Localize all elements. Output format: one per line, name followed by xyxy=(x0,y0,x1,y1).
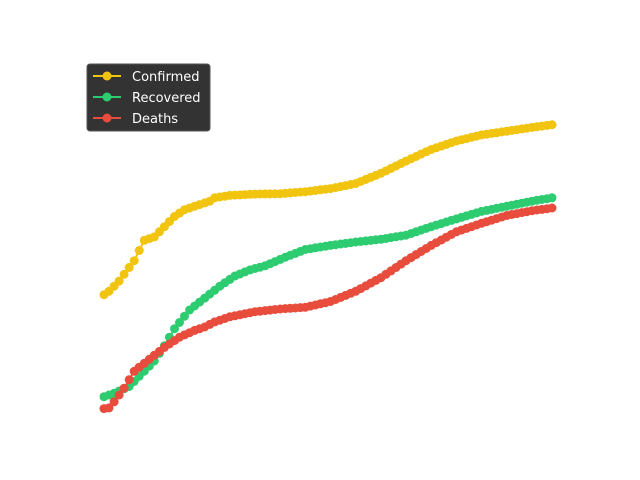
series-recovered xyxy=(99,193,557,402)
data-point-confirmed xyxy=(124,263,134,272)
data-point-confirmed xyxy=(129,256,139,266)
legend-item-deaths: Deaths xyxy=(93,112,178,127)
legend-marker-deaths xyxy=(102,113,112,123)
data-point-deaths xyxy=(124,375,134,385)
series-line-recovered xyxy=(103,196,553,398)
series-layer xyxy=(99,120,557,414)
legend-item-recovered: Recovered xyxy=(93,91,201,106)
data-point-recovered xyxy=(170,324,179,334)
legend-label-recovered: Recovered xyxy=(132,91,201,106)
data-point-recovered xyxy=(547,193,557,203)
data-point-deaths xyxy=(119,383,129,393)
legend-item-confirmed: Confirmed xyxy=(93,70,200,85)
data-point-confirmed xyxy=(119,269,129,279)
data-point-deaths xyxy=(104,403,114,413)
series-line-deaths xyxy=(103,207,553,410)
data-point-recovered xyxy=(180,311,189,321)
data-point-confirmed xyxy=(114,276,124,286)
legend-marker-recovered xyxy=(102,92,112,102)
chart-legend: Confirmed Recovered Deaths xyxy=(86,63,211,132)
series-confirmed xyxy=(99,120,557,300)
legend-label-confirmed: Confirmed xyxy=(132,70,200,85)
legend-marker-confirmed xyxy=(102,71,112,81)
legend-label-deaths: Deaths xyxy=(132,112,178,127)
data-point-confirmed xyxy=(134,246,144,255)
data-point-deaths xyxy=(109,397,119,407)
data-point-deaths xyxy=(114,390,124,400)
legend-box xyxy=(86,63,211,132)
data-point-confirmed xyxy=(547,120,557,130)
data-point-deaths xyxy=(547,203,557,213)
series-deaths xyxy=(99,203,557,414)
data-point-recovered xyxy=(175,318,184,327)
